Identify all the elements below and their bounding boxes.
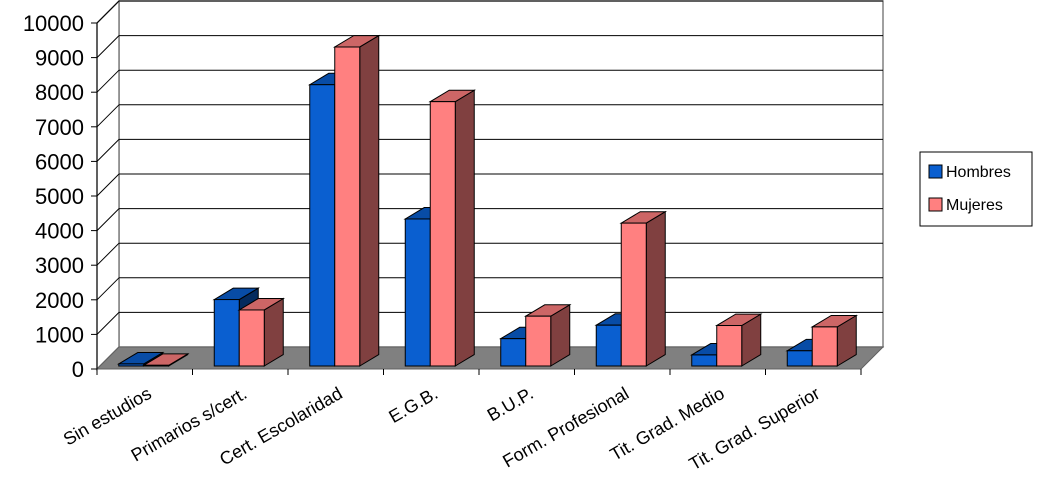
bar-mujeres: [523, 303, 572, 367]
bar-mujeres: [810, 314, 859, 367]
y-tick-label: 0: [72, 357, 84, 382]
y-tick-label: 3000: [35, 253, 84, 278]
legend-swatch: [928, 197, 943, 212]
legend-swatch: [928, 164, 943, 179]
legend-box: [919, 151, 1033, 227]
gridlines: [96, 0, 883, 335]
y-tick-label: 4000: [35, 219, 84, 244]
legend-label: Mujeres: [946, 197, 1003, 214]
y-axis-ticks: 0 1000 2000 3000 4000 5000 6000 7000 8000 9000 100…: [23, 11, 98, 382]
y-tick-label: 10000: [23, 11, 84, 36]
legend-label: Hombres: [946, 164, 1011, 181]
gridline-side: [96, 104, 120, 128]
bar-mujeres: [714, 313, 763, 367]
floor: [95, 346, 885, 370]
bar-mujeres: [332, 34, 381, 367]
y-tick-label: 2000: [35, 288, 84, 313]
y-tick-label: 9000: [35, 46, 84, 71]
bar-mujeres: [141, 353, 190, 367]
gridline-side: [96, 0, 120, 24]
gridline-side: [96, 242, 120, 266]
bars: [116, 34, 859, 367]
gridline-side: [96, 173, 120, 197]
y-tick-label: 5000: [35, 184, 84, 209]
x-tick-label: Sin estudios: [60, 383, 155, 449]
bar-mujeres: [428, 89, 477, 367]
gridline-side: [96, 69, 120, 93]
gridline-side: [96, 35, 120, 58]
gridline-side: [96, 208, 120, 231]
bar-mujeres: [237, 297, 286, 367]
legend: Hombres Mujeres: [919, 151, 1033, 227]
gridline-side: [96, 312, 120, 335]
y-tick-label: 8000: [35, 80, 84, 105]
x-tick-label: B.U.P.: [484, 383, 537, 425]
gridline-side: [96, 277, 120, 301]
x-tick-label: E.G.B.: [385, 383, 441, 427]
y-tick-label: 1000: [35, 322, 84, 347]
y-tick-label: 7000: [35, 115, 84, 140]
bar-mujeres: [619, 210, 668, 367]
gridline-side: [96, 139, 120, 162]
y-tick-label: 6000: [35, 149, 84, 174]
